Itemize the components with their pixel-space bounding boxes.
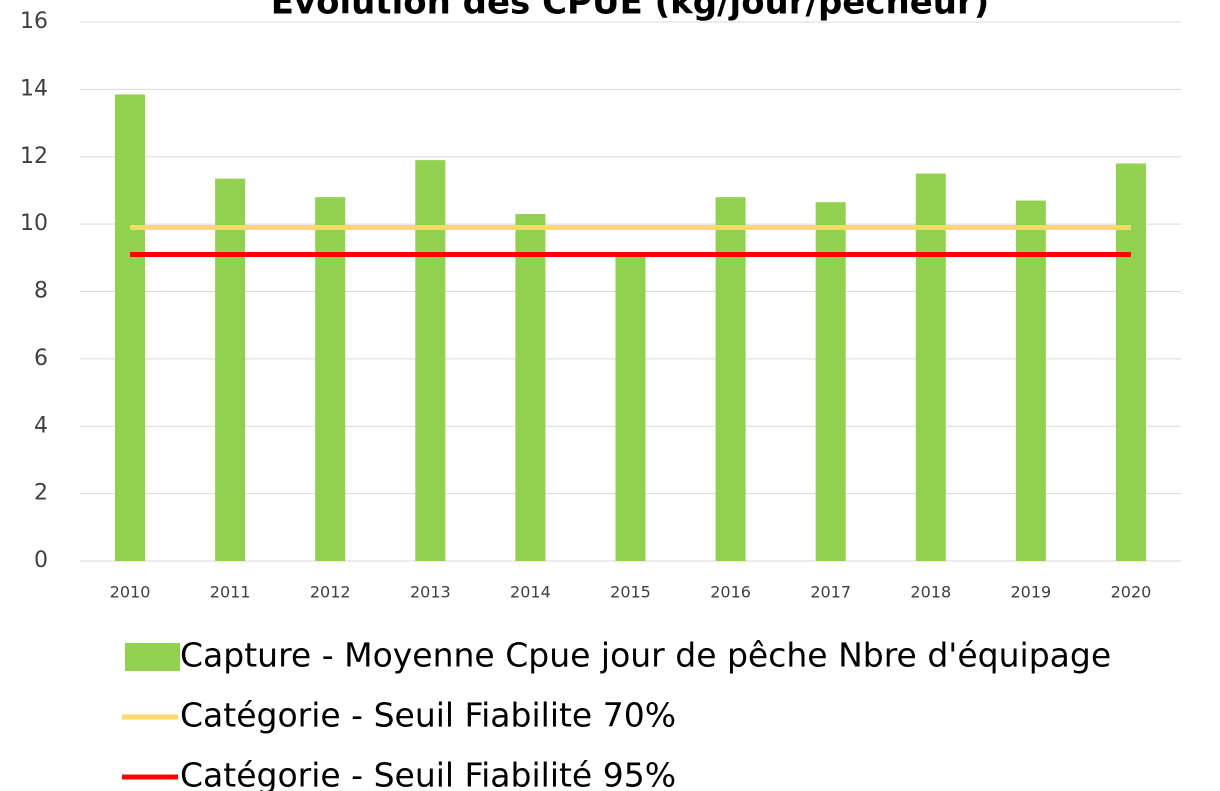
legend-label: Catégorie - Seuil Fiabilite 70%: [180, 696, 676, 735]
y-tick-label: 8: [34, 279, 48, 304]
x-tick-label: 2010: [110, 583, 151, 602]
bar: [815, 202, 846, 561]
bar: [715, 197, 746, 562]
bar: [1115, 163, 1146, 562]
x-tick-label: 2014: [510, 583, 551, 602]
bar: [315, 197, 346, 562]
bar: [615, 254, 646, 561]
x-tick-label: 2016: [710, 583, 751, 602]
bar: [915, 173, 946, 561]
legend-label: Capture - Moyenne Cpue jour de pêche Nbr…: [180, 636, 1111, 675]
chart-title: Evolution des CPUE (kg/jour/pêcheur): [271, 0, 990, 23]
x-tick-label: 2012: [310, 583, 351, 602]
bar: [215, 178, 246, 561]
y-tick-label: 16: [20, 9, 48, 34]
bar: [115, 94, 146, 561]
x-tick-label: 2013: [410, 583, 451, 602]
bar: [515, 214, 546, 562]
x-tick-label: 2020: [1111, 583, 1152, 602]
legend-label: Catégorie - Seuil Fiabilité 95%: [180, 756, 676, 791]
x-tick-label: 2015: [610, 583, 651, 602]
y-tick-label: 12: [20, 144, 48, 169]
y-tick-label: 2: [34, 481, 48, 506]
y-tick-label: 14: [20, 76, 48, 101]
y-tick-label: 4: [34, 413, 48, 438]
y-tick-label: 10: [20, 211, 48, 236]
y-tick-label: 0: [34, 548, 48, 573]
y-tick-label: 6: [34, 346, 48, 371]
x-tick-label: 2011: [210, 583, 251, 602]
bar: [415, 160, 446, 561]
x-tick-label: 2018: [910, 583, 951, 602]
x-tick-label: 2017: [810, 583, 851, 602]
legend-swatch: [125, 643, 180, 671]
x-tick-label: 2019: [1011, 583, 1052, 602]
bar: [1015, 200, 1046, 561]
